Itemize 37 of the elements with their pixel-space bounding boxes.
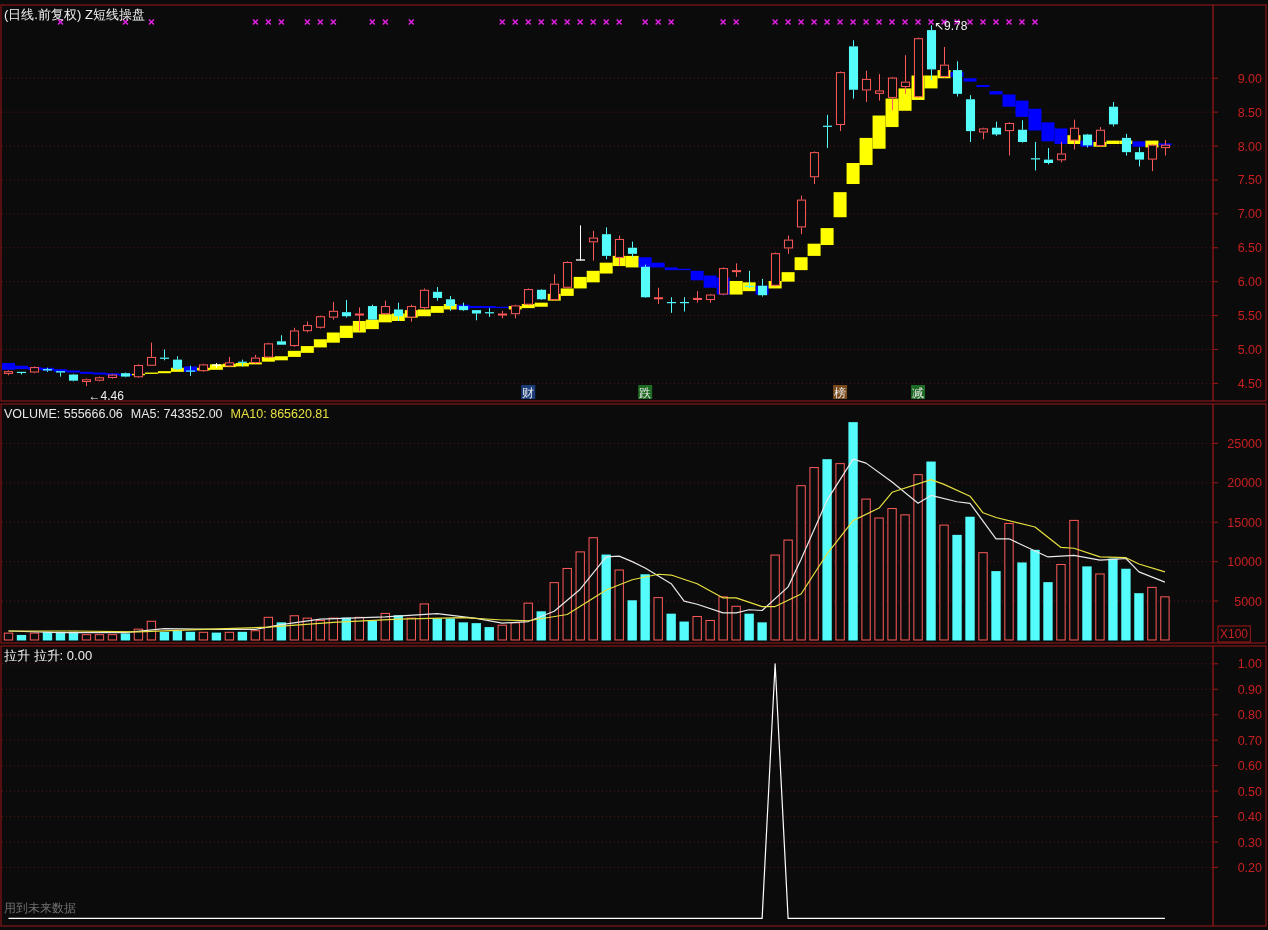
y-axis-title: X100 (1220, 627, 1249, 641)
y-tick-label: 15000 (1227, 515, 1263, 530)
chart-title: 拉升 拉升: 0.00 (4, 648, 93, 663)
annotation: MA10: 865620.81 (230, 407, 330, 421)
y-tick-label: 0.80 (1237, 708, 1263, 723)
annotation: MA5: 743352.00 (130, 407, 223, 421)
y-tick-label: 5.00 (1237, 342, 1263, 357)
annotation: 榜 (834, 386, 847, 400)
y-tick-label: 4.50 (1237, 376, 1263, 391)
annotation: 财 (522, 386, 535, 400)
y-tick-label: 7.00 (1237, 207, 1263, 222)
y-tick-label: 5.50 (1237, 309, 1263, 324)
annotation: 跌 (639, 386, 652, 400)
y-tick-label: 8.00 (1237, 139, 1263, 154)
annotation: ↖9.78 (934, 19, 968, 34)
annotation: VOLUME: 555666.06 (4, 407, 123, 421)
y-tick-label: 8.50 (1237, 105, 1263, 120)
y-tick-label: 0.40 (1237, 810, 1263, 825)
annotation: ←4.46 (88, 389, 125, 404)
y-tick-label: 0.70 (1237, 733, 1263, 748)
y-tick-label: 7.50 (1237, 173, 1263, 188)
y-tick-label: 20000 (1227, 476, 1263, 491)
annotation: 用到未来数据 (4, 901, 76, 915)
y-tick-label: 0.20 (1237, 860, 1263, 875)
y-tick-label: 9.00 (1237, 71, 1263, 86)
y-tick-label: 0.50 (1237, 784, 1263, 799)
y-tick-label: 0.30 (1237, 835, 1263, 850)
chart-title: (日线.前复权) Z短线操盘 (4, 7, 145, 22)
y-tick-label: 5000 (1234, 594, 1263, 609)
y-tick-label: 0.90 (1237, 682, 1263, 697)
y-tick-label: 0.60 (1237, 759, 1263, 774)
y-tick-label: 10000 (1227, 555, 1263, 570)
y-tick-label: 1.00 (1237, 657, 1263, 672)
annotation: 减 (912, 386, 925, 400)
y-tick-label: 6.50 (1237, 241, 1263, 256)
y-tick-label: 6.00 (1237, 275, 1263, 290)
y-tick-label: 25000 (1227, 436, 1263, 451)
